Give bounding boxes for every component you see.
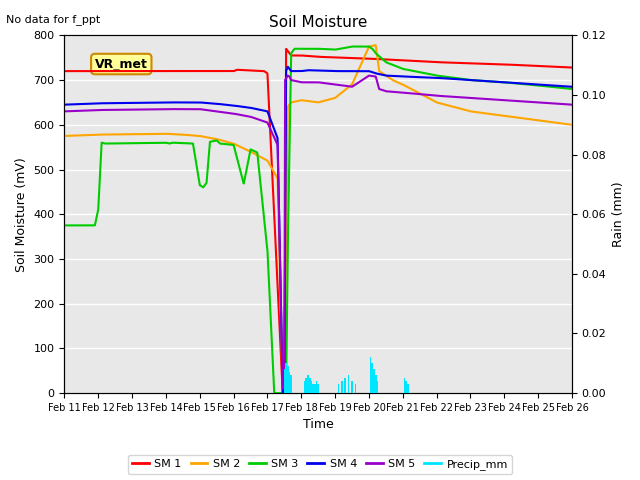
Y-axis label: Soil Moisture (mV): Soil Moisture (mV): [15, 157, 28, 272]
X-axis label: Time: Time: [303, 419, 333, 432]
Bar: [314, 384, 316, 393]
Bar: [405, 381, 407, 393]
Text: VR_met: VR_met: [95, 58, 148, 71]
Bar: [305, 378, 307, 393]
Bar: [316, 381, 317, 393]
Title: Soil Moisture: Soil Moisture: [269, 15, 367, 30]
Bar: [338, 384, 339, 393]
Bar: [375, 375, 376, 393]
Bar: [284, 369, 285, 393]
Bar: [373, 369, 375, 393]
Bar: [291, 375, 292, 393]
Bar: [312, 384, 314, 393]
Bar: [307, 375, 309, 393]
Bar: [371, 363, 373, 393]
Bar: [370, 357, 371, 393]
Bar: [309, 378, 310, 393]
Bar: [304, 381, 305, 393]
Bar: [310, 381, 312, 393]
Bar: [376, 381, 378, 393]
Bar: [407, 384, 409, 393]
Text: No data for f_ppt: No data for f_ppt: [6, 14, 100, 25]
Bar: [289, 372, 291, 393]
Bar: [341, 381, 343, 393]
Legend: SM 1, SM 2, SM 3, SM 4, SM 5, Precip_mm: SM 1, SM 2, SM 3, SM 4, SM 5, Precip_mm: [128, 455, 512, 474]
Bar: [344, 378, 346, 393]
Bar: [404, 378, 405, 393]
Bar: [348, 375, 349, 393]
Y-axis label: Rain (mm): Rain (mm): [612, 181, 625, 247]
Bar: [351, 381, 353, 393]
Bar: [355, 384, 356, 393]
Bar: [287, 366, 289, 393]
Bar: [285, 363, 287, 393]
Bar: [317, 384, 319, 393]
